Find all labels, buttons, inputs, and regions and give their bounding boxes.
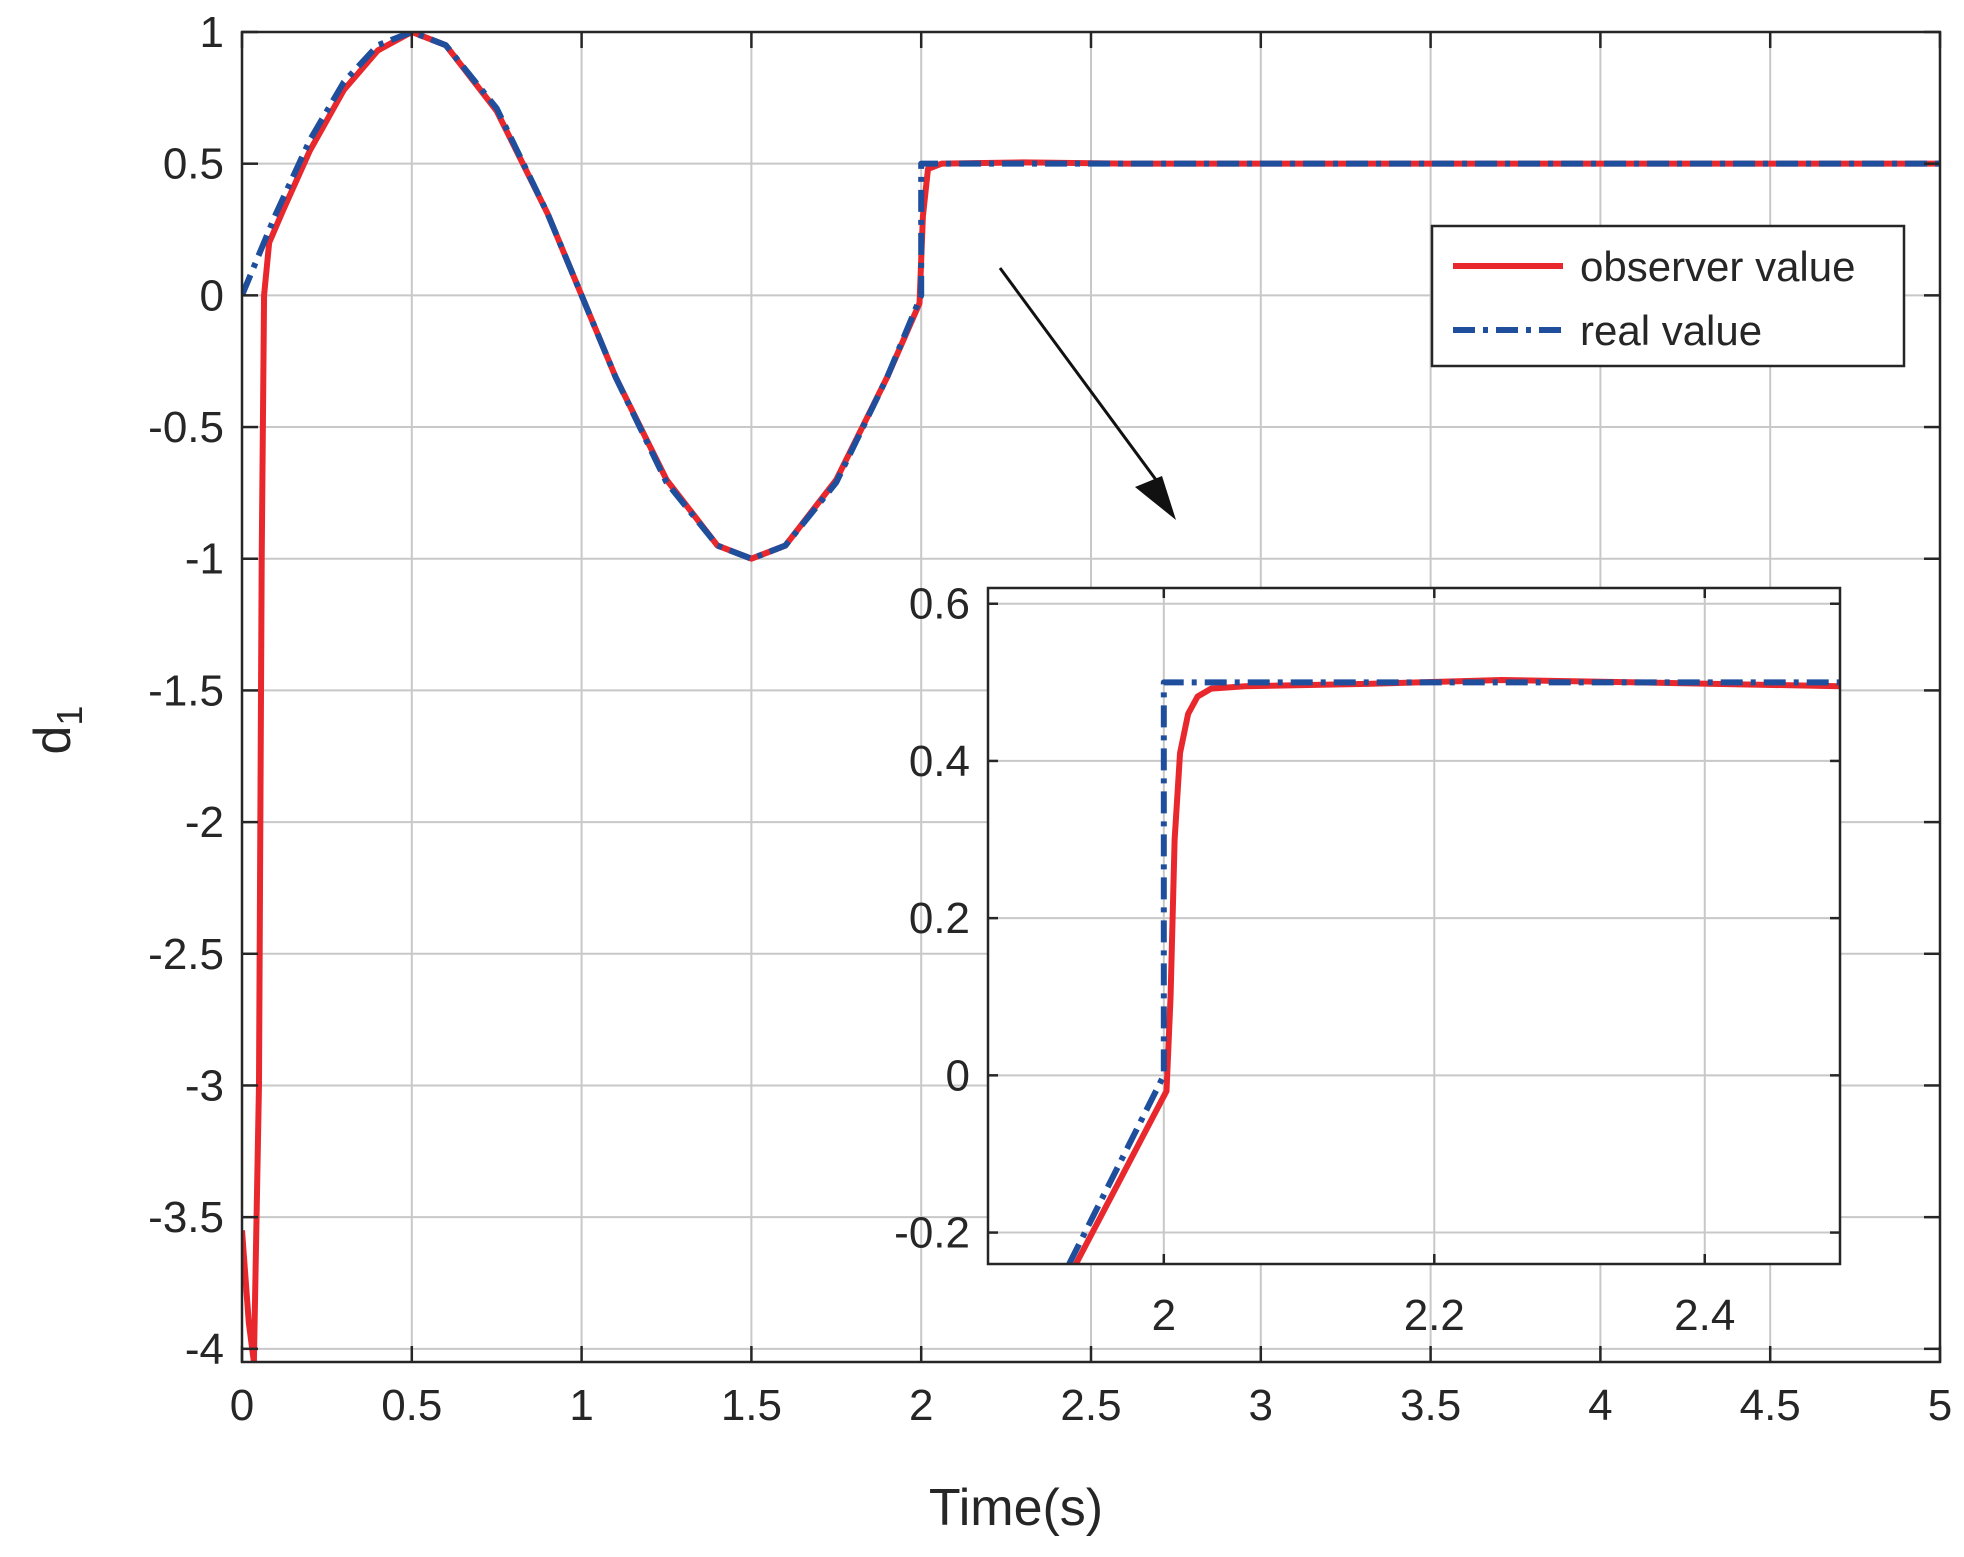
inset-y-tick-label: 0.4 bbox=[909, 737, 970, 786]
main-x-tick-label: 3.5 bbox=[1400, 1381, 1461, 1430]
zoom-arrow-head bbox=[1135, 476, 1176, 520]
legend: observer value real value bbox=[1430, 224, 1906, 368]
main-x-tick-label: 2.5 bbox=[1060, 1381, 1121, 1430]
y-axis-label: d1 bbox=[24, 706, 90, 755]
inset-x-tick-label: 2.2 bbox=[1404, 1291, 1465, 1340]
main-x-tick-label: 0.5 bbox=[381, 1381, 442, 1430]
main-y-tick-label: -3 bbox=[185, 1061, 224, 1110]
main-x-tick-label: 0 bbox=[230, 1381, 254, 1430]
legend-label-observer-value: observer value bbox=[1580, 243, 1855, 290]
inset-y-tick-labels: 0.6 0.4 0.2 0 -0.2 bbox=[894, 580, 970, 1258]
main-y-tick-label: -2 bbox=[185, 798, 224, 847]
main-y-tick-label: 1 bbox=[200, 8, 224, 57]
zoom-arrow bbox=[998, 267, 1176, 520]
main-x-tick-labels: 0 0.5 1 1.5 2 2.5 3 3.5 4 4.5 5 bbox=[230, 1381, 1952, 1430]
main-y-tick-label: -0.5 bbox=[148, 403, 224, 452]
main-y-tick-label: -4 bbox=[185, 1325, 224, 1374]
main-y-tick-label: -2.5 bbox=[148, 930, 224, 979]
legend-label-real-value: real value bbox=[1580, 307, 1762, 354]
y-axis-label-subscript: 1 bbox=[49, 706, 90, 726]
inset-series-observer-value bbox=[1073, 676, 1840, 1264]
main-y-tick-label: -1.5 bbox=[148, 666, 224, 715]
inset-x-tick-labels: 2 2.2 2.4 bbox=[1152, 1291, 1736, 1340]
legend-box bbox=[1430, 224, 1906, 368]
inset-background bbox=[988, 588, 1840, 1264]
main-x-tick-label: 3 bbox=[1249, 1381, 1273, 1430]
inset-series bbox=[1066, 676, 1840, 1264]
inset-ticks bbox=[988, 588, 1840, 1264]
inset-axes-frame bbox=[986, 586, 1842, 1266]
inset-x-tick-label: 2 bbox=[1152, 1291, 1176, 1340]
x-axis-label: Time(s) bbox=[929, 1479, 1103, 1537]
main-x-tick-label: 1 bbox=[569, 1381, 593, 1430]
main-y-tick-label: -1 bbox=[185, 535, 224, 584]
inset-y-tick-label: -0.2 bbox=[894, 1209, 970, 1258]
main-y-tick-labels: 1 0.5 0 -0.5 -1 -1.5 -2 -2.5 -3 -3.5 -4 bbox=[148, 8, 224, 1374]
main-x-tick-label: 4 bbox=[1588, 1381, 1612, 1430]
main-series bbox=[242, 32, 1940, 1362]
zoom-arrow-shaft bbox=[998, 267, 1164, 489]
inset-y-tick-label: 0.6 bbox=[909, 580, 970, 629]
main-y-tick-label: -3.5 bbox=[148, 1193, 224, 1242]
main-y-tick-label: 0.5 bbox=[163, 140, 224, 189]
y-axis-label-main: d bbox=[24, 726, 82, 755]
main-ticks bbox=[240, 30, 1942, 1362]
inset-series-real-value bbox=[1066, 679, 1840, 1264]
inset-x-tick-label: 2.4 bbox=[1674, 1291, 1735, 1340]
main-x-tick-label: 2 bbox=[909, 1381, 933, 1430]
inset-y-tick-label: 0.2 bbox=[909, 894, 970, 943]
main-x-tick-label: 4.5 bbox=[1740, 1381, 1801, 1430]
main-series-real-value bbox=[242, 32, 1940, 562]
main-x-tick-label: 5 bbox=[1928, 1381, 1952, 1430]
inset-y-tick-label: 0 bbox=[946, 1051, 970, 1100]
inset-plot: 2 2.2 2.4 0.6 0.4 0.2 0 -0.2 bbox=[894, 580, 1842, 1340]
main-y-tick-label: 0 bbox=[200, 271, 224, 320]
main-x-tick-label: 1.5 bbox=[721, 1381, 782, 1430]
